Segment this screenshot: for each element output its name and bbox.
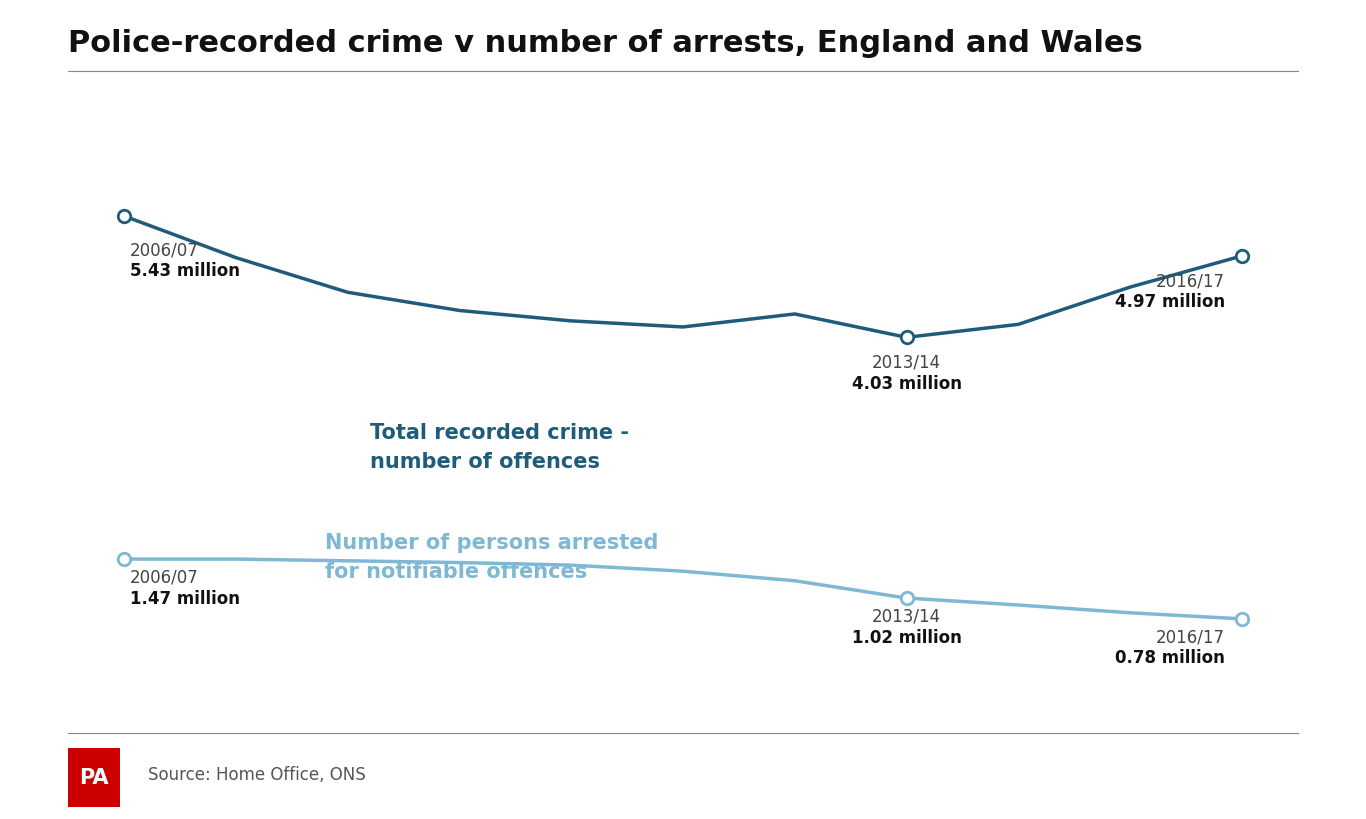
Text: 4.03 million: 4.03 million xyxy=(851,374,962,392)
Text: number of offences: number of offences xyxy=(370,451,600,471)
Text: 5.43 million: 5.43 million xyxy=(130,262,240,280)
Text: Source: Home Office, ONS: Source: Home Office, ONS xyxy=(148,765,365,783)
Text: 1.47 million: 1.47 million xyxy=(130,589,240,607)
Text: 2006/07: 2006/07 xyxy=(130,568,198,586)
Text: 2013/14: 2013/14 xyxy=(872,354,941,372)
Text: 2016/17: 2016/17 xyxy=(1156,272,1225,290)
Text: 4.97 million: 4.97 million xyxy=(1115,293,1225,311)
Text: 2006/07: 2006/07 xyxy=(130,241,198,259)
Text: 2016/17: 2016/17 xyxy=(1156,627,1225,645)
Text: for notifiable offences: for notifiable offences xyxy=(325,561,587,581)
Text: 1.02 million: 1.02 million xyxy=(851,627,962,645)
Text: 2013/14: 2013/14 xyxy=(872,607,941,625)
Text: PA: PA xyxy=(79,767,109,787)
Text: Number of persons arrested: Number of persons arrested xyxy=(325,532,658,553)
Text: 0.78 million: 0.78 million xyxy=(1115,649,1225,667)
Text: Total recorded crime -: Total recorded crime - xyxy=(370,423,630,443)
Text: Police-recorded crime v number of arrests, England and Wales: Police-recorded crime v number of arrest… xyxy=(68,29,1143,57)
